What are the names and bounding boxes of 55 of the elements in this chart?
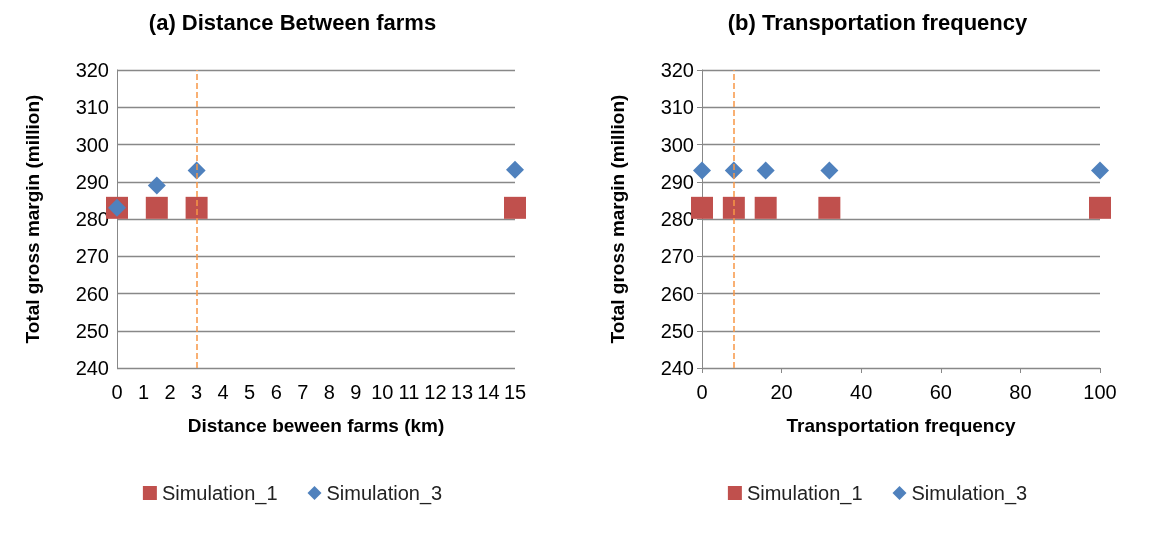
x-tick-label: 80 <box>1009 381 1032 403</box>
point <box>185 196 208 219</box>
x-tick-label: 1 <box>137 381 150 403</box>
x-tick-label: 2 <box>164 381 176 403</box>
point <box>506 160 524 179</box>
x-tick-label: 12 <box>424 381 447 403</box>
x-tick-label: 10 <box>371 381 394 403</box>
y-tick-label: 260 <box>75 282 109 305</box>
point <box>147 176 166 195</box>
y-tick-label: 260 <box>660 282 694 305</box>
y-tick-label: 310 <box>660 96 694 119</box>
x-tick-label: 5 <box>244 381 256 403</box>
x-tick-label: 20 <box>770 381 793 403</box>
y-tick-label: 280 <box>660 208 694 230</box>
legend-label: Simulation_1 <box>746 482 863 505</box>
y-tick-label: 290 <box>75 170 109 193</box>
x-tick-label: 6 <box>270 381 282 403</box>
chart-title: (b) Transportation frequency <box>727 9 1028 35</box>
y-tick-label: 270 <box>75 245 109 268</box>
x-tick-label: 13 <box>450 381 474 403</box>
x-tick-label: 3 <box>191 381 203 403</box>
y-tick-label: 240 <box>660 357 694 379</box>
y-tick-label: 250 <box>75 319 109 342</box>
x-tick-label: 0 <box>696 381 708 403</box>
y-tick-label: 320 <box>660 59 694 81</box>
x-axis-title: Distance beween farms (km) <box>187 415 445 436</box>
x-tick-label: 100 <box>1083 381 1117 403</box>
x-tick-label: 4 <box>217 381 229 403</box>
y-tick-label: 250 <box>660 319 694 342</box>
x-tick-label: 14 <box>477 381 500 403</box>
x-tick-label: 40 <box>850 381 873 403</box>
legend-label: Simulation_3 <box>911 482 1028 505</box>
point <box>504 196 526 219</box>
x-tick-label: 15 <box>503 381 527 403</box>
y-tick-label: 310 <box>75 96 109 119</box>
y-axis-title: Total gross margin (million) <box>607 94 628 344</box>
y-tick-label: 270 <box>660 245 694 268</box>
y-tick-label: 290 <box>660 170 694 193</box>
point <box>145 196 168 219</box>
x-tick-label: 60 <box>929 381 952 403</box>
y-tick-label: 320 <box>75 59 109 81</box>
x-tick-label: 11 <box>398 381 420 403</box>
y-tick-label: 300 <box>75 133 109 156</box>
chart-title: (a) Distance Between farms <box>148 9 437 35</box>
x-axis-title: Transportation frequency <box>786 415 1016 436</box>
x-tick-label: 8 <box>323 381 335 403</box>
y-tick-label: 240 <box>75 357 109 379</box>
x-tick-label: 7 <box>297 381 309 403</box>
legend-label: Simulation_3 <box>326 482 443 505</box>
x-tick-label: 9 <box>350 381 362 403</box>
x-tick-label: 0 <box>111 381 123 403</box>
y-tick-label: 280 <box>75 208 109 230</box>
y-tick-label: 300 <box>660 133 694 156</box>
y-axis-title: Total gross margin (million) <box>22 94 43 344</box>
legend-label: Simulation_1 <box>161 482 278 505</box>
